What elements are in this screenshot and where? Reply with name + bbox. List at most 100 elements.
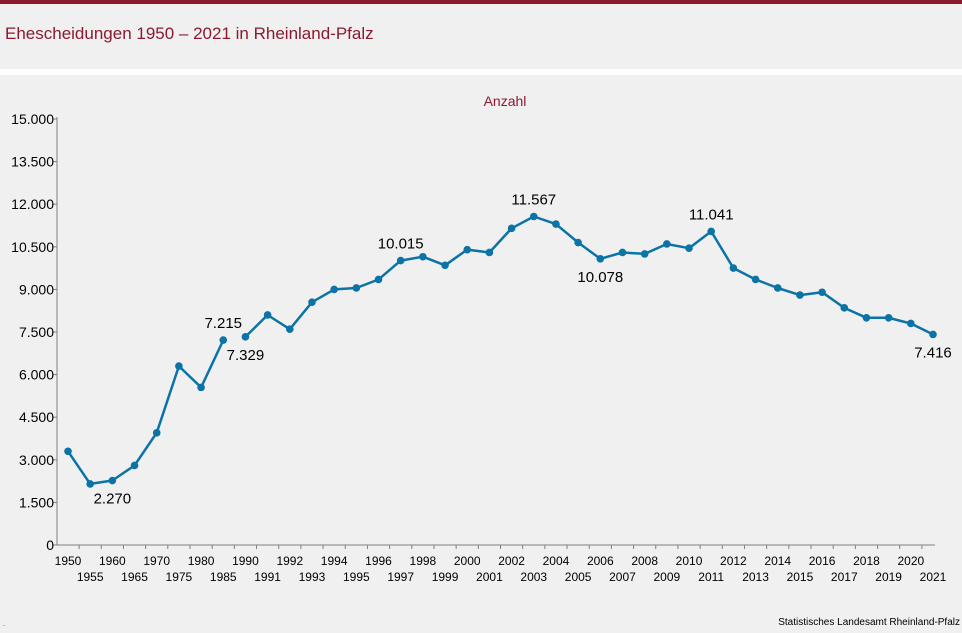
y-tick-label: 4.500 [19, 409, 54, 425]
x-tick-label: 1965 [121, 570, 148, 584]
y-axis-label: Anzahl [484, 93, 527, 109]
data-point [441, 261, 449, 270]
x-tick-label: 2008 [631, 554, 658, 568]
data-point [685, 244, 693, 253]
data-point [330, 285, 338, 294]
x-tick-label: 2002 [498, 554, 525, 568]
y-tick-label: 7.500 [19, 324, 54, 340]
x-tick-label: 1991 [254, 570, 281, 584]
data-point [374, 275, 383, 284]
data-point [929, 330, 937, 339]
y-tick-label: 13.500 [11, 154, 54, 170]
x-tick-label: 2009 [653, 570, 680, 584]
data-point [152, 429, 161, 437]
data-point [640, 250, 649, 258]
x-tick-label: 2011 [698, 570, 724, 584]
data-point [862, 314, 871, 322]
data-point [618, 248, 627, 257]
data-label: 10.078 [577, 269, 623, 286]
data-point [796, 291, 804, 299]
x-tick-label: 1994 [321, 554, 348, 568]
data-point [419, 252, 427, 261]
x-tick-label: 2018 [853, 554, 880, 568]
x-tick-label: 2012 [720, 554, 747, 568]
x-tick-label: 2019 [875, 570, 902, 584]
y-tick-label: 12.000 [11, 196, 54, 212]
data-point [308, 298, 316, 306]
data-point [485, 248, 494, 257]
footnote-mark: . [3, 619, 6, 628]
x-tick-label: 1995 [343, 570, 370, 584]
data-point [707, 227, 716, 236]
data-point [818, 288, 826, 297]
data-point [463, 245, 472, 254]
data-point [529, 212, 538, 221]
x-tick-label: 1998 [410, 554, 437, 568]
y-tick-label: 1.500 [19, 494, 54, 510]
x-tick-label: 1975 [166, 570, 193, 584]
data-point [507, 224, 516, 233]
data-label: 10.015 [378, 236, 424, 253]
data-point [352, 284, 361, 292]
x-tick-label: 2010 [676, 554, 703, 568]
x-tick-label: 2015 [787, 570, 814, 584]
data-point [285, 325, 294, 333]
x-tick-label: 2000 [454, 554, 481, 568]
data-point [86, 480, 94, 488]
data-point [596, 254, 605, 263]
x-tick-label: 1999 [432, 570, 459, 584]
source-note: Statistisches Landesamt Rheinland-Pfalz [778, 617, 960, 628]
y-tick-label: 10.500 [11, 239, 54, 255]
data-point [263, 311, 272, 319]
x-tick-label: 2005 [565, 570, 592, 584]
data-point [773, 284, 782, 292]
x-tick-label: 1993 [299, 570, 326, 584]
x-tick-label: 1960 [99, 554, 126, 568]
series-line [66, 339, 225, 486]
data-point [219, 336, 228, 344]
y-tick-label: 3.000 [19, 452, 54, 468]
data-point [552, 220, 560, 228]
data-label: 11.567 [511, 191, 556, 208]
data-label: 11.041 [689, 206, 734, 223]
data-point [663, 240, 671, 248]
x-tick-label: 1985 [210, 570, 237, 584]
data-point [751, 275, 760, 284]
x-tick-label: 1980 [188, 554, 215, 568]
y-tick-label: 9.000 [19, 281, 54, 297]
data-point [840, 304, 849, 312]
x-tick-label: 1950 [55, 554, 82, 568]
data-label: 7.416 [914, 344, 952, 361]
x-tick-label: 2006 [587, 554, 614, 568]
x-tick-label: 1955 [77, 570, 104, 584]
data-label: 2.270 [94, 491, 132, 508]
data-point [108, 476, 117, 485]
x-tick-label: 2001 [476, 570, 503, 584]
x-tick-label: 2007 [609, 570, 636, 584]
data-point [884, 314, 893, 322]
x-tick-label: 1996 [365, 554, 392, 568]
x-tick-label: 1970 [143, 554, 170, 568]
x-tick-label: 1997 [387, 570, 414, 584]
data-label: 7.329 [227, 347, 265, 364]
x-tick-label: 2013 [742, 570, 769, 584]
x-tick-label: 2003 [520, 570, 547, 584]
data-point [729, 264, 738, 272]
top-accent-bar [0, 0, 962, 4]
y-tick-label: 6.000 [19, 367, 54, 383]
data-point [574, 238, 582, 247]
x-tick-label: 1990 [232, 554, 259, 568]
data-point [64, 447, 72, 456]
x-tick-label: 2021 [920, 570, 947, 584]
x-tick-label: 2016 [809, 554, 836, 568]
data-label: 7.215 [204, 315, 242, 332]
data-point [907, 319, 915, 328]
x-tick-label: 2017 [831, 570, 858, 584]
data-point [197, 383, 205, 392]
data-point [175, 362, 183, 370]
data-point [396, 256, 405, 265]
x-tick-label: 2004 [543, 554, 570, 568]
x-tick-label: 1992 [276, 554, 303, 568]
y-tick-label: 15.000 [11, 111, 54, 127]
